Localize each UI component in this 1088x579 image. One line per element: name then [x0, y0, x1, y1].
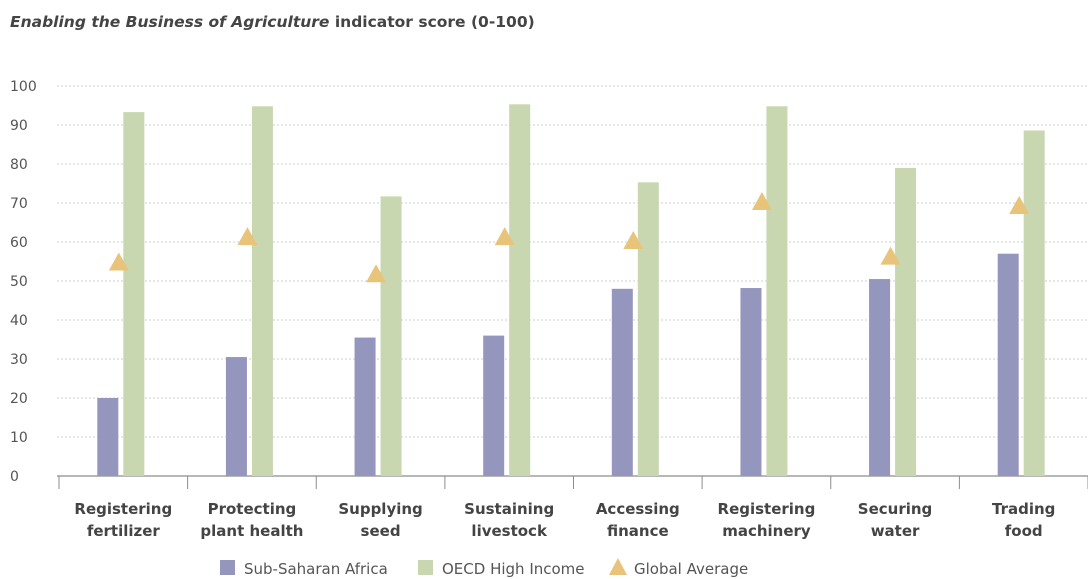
bar-oecd-high-income: [1023, 130, 1045, 476]
chart-title-italic: Enabling the Business of Agriculture: [10, 13, 330, 31]
x-category-label: seed: [361, 522, 401, 540]
x-category-label: Supplying: [338, 500, 422, 518]
bar-oecd-high-income: [251, 106, 273, 476]
bar-sub-saharan-africa: [611, 288, 633, 476]
x-category-label: plant health: [200, 522, 303, 540]
bar-oecd-high-income: [637, 182, 659, 476]
y-tick-label: 20: [10, 391, 28, 407]
y-tick-label: 90: [10, 118, 28, 134]
legend-label: OECD High Income: [442, 560, 585, 578]
bar-sub-saharan-africa: [97, 398, 119, 476]
chart-title: Enabling the Business of Agriculture ind…: [10, 13, 535, 31]
x-category-label: Protecting: [208, 500, 297, 518]
x-category-label: Registering: [74, 500, 172, 518]
x-category-label: water: [871, 522, 920, 540]
x-category-label: Registering: [718, 500, 816, 518]
bar-oecd-high-income: [509, 104, 531, 476]
y-tick-label: 40: [10, 313, 28, 329]
x-category-label: Trading: [992, 500, 1055, 518]
legend-swatch: [418, 560, 433, 575]
y-tick-label: 60: [10, 235, 28, 251]
bar-sub-saharan-africa: [869, 279, 891, 476]
marker-global-average: [108, 252, 129, 271]
y-tick-label: 0: [10, 469, 19, 485]
bar-oecd-high-income: [123, 112, 145, 476]
x-category-label: finance: [607, 522, 669, 540]
bar-oecd-high-income: [380, 196, 402, 476]
x-category-label: food: [1005, 522, 1043, 540]
bar-sub-saharan-africa: [225, 357, 247, 476]
bar-sub-saharan-africa: [354, 337, 376, 476]
legend-label: Global Average: [634, 560, 748, 578]
marker-global-average: [880, 246, 901, 265]
bar-sub-saharan-africa: [740, 288, 762, 476]
y-tick-label: 50: [10, 274, 28, 290]
x-category-label: Securing: [858, 500, 933, 518]
x-category-label: Sustaining: [464, 500, 554, 518]
y-tick-label: 80: [10, 157, 28, 173]
chart-title-rest: indicator score (0-100): [329, 13, 535, 31]
x-category-label: livestock: [471, 522, 548, 540]
marker-global-average: [494, 227, 515, 246]
marker-global-average: [366, 264, 387, 283]
bar-sub-saharan-africa: [483, 335, 505, 476]
y-tick-label: 30: [10, 352, 28, 368]
y-tick-label: 100: [10, 79, 37, 95]
bar-oecd-high-income: [766, 106, 788, 476]
legend-label: Sub-Saharan Africa: [244, 560, 388, 578]
x-category-label: machinery: [722, 522, 811, 540]
marker-global-average: [1009, 195, 1030, 214]
bar-oecd-high-income: [895, 167, 917, 476]
marker-global-average: [237, 227, 258, 246]
legend-swatch-triangle: [609, 558, 627, 575]
bar-sub-saharan-africa: [997, 253, 1019, 476]
legend-swatch: [220, 560, 235, 575]
marker-global-average: [623, 231, 644, 250]
y-tick-label: 10: [10, 430, 28, 446]
x-category-label: fertilizer: [87, 522, 161, 540]
marker-global-average: [751, 192, 772, 211]
x-category-label: Accessing: [596, 500, 680, 518]
y-tick-label: 70: [10, 196, 28, 212]
